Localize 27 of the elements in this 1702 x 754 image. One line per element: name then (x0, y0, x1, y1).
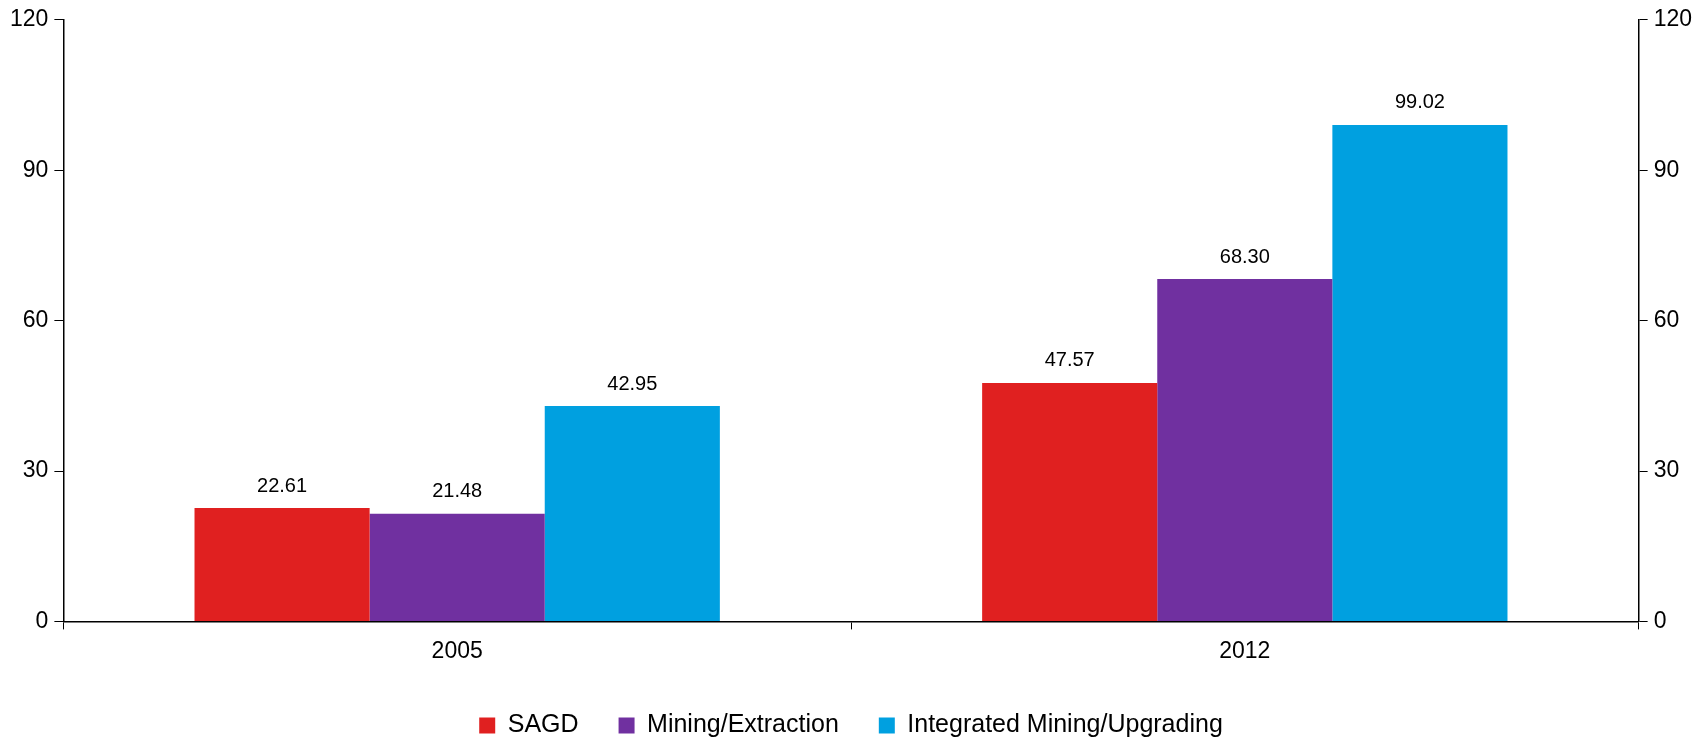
y-tick-label: 90 (22, 155, 49, 182)
bar (1157, 278, 1333, 621)
y2-tick-label: 30 (1653, 456, 1680, 483)
y-tick-label: 60 (22, 305, 49, 332)
bar (194, 508, 370, 621)
data-label: 47.57 (1044, 348, 1095, 371)
legend-label: SAGD (507, 709, 579, 738)
data-label: 22.61 (257, 473, 308, 496)
x-tick-label: 2012 (1219, 636, 1271, 663)
y-tick-label: 0 (35, 606, 49, 633)
data-label: 99.02 (1394, 90, 1445, 113)
bar (982, 382, 1158, 621)
y2-tick-label: 90 (1653, 155, 1680, 182)
legend-label: Integrated Mining/Upgrading (907, 709, 1223, 738)
x-tick-label: 2005 (431, 636, 483, 663)
data-label: 21.48 (432, 479, 483, 502)
bar (1332, 124, 1508, 621)
y2-tick-label: 60 (1653, 305, 1680, 332)
data-label: 68.30 (1219, 244, 1270, 267)
bar (369, 513, 545, 621)
y2-tick-label: 0 (1653, 606, 1667, 633)
data-label: 42.95 (607, 371, 658, 394)
legend-label: Mining/Extraction (647, 709, 839, 738)
y-tick-label: 30 (22, 456, 49, 483)
y2-tick-label: 120 (1653, 5, 1692, 32)
y-tick-label: 120 (10, 5, 49, 32)
bar (544, 406, 720, 621)
